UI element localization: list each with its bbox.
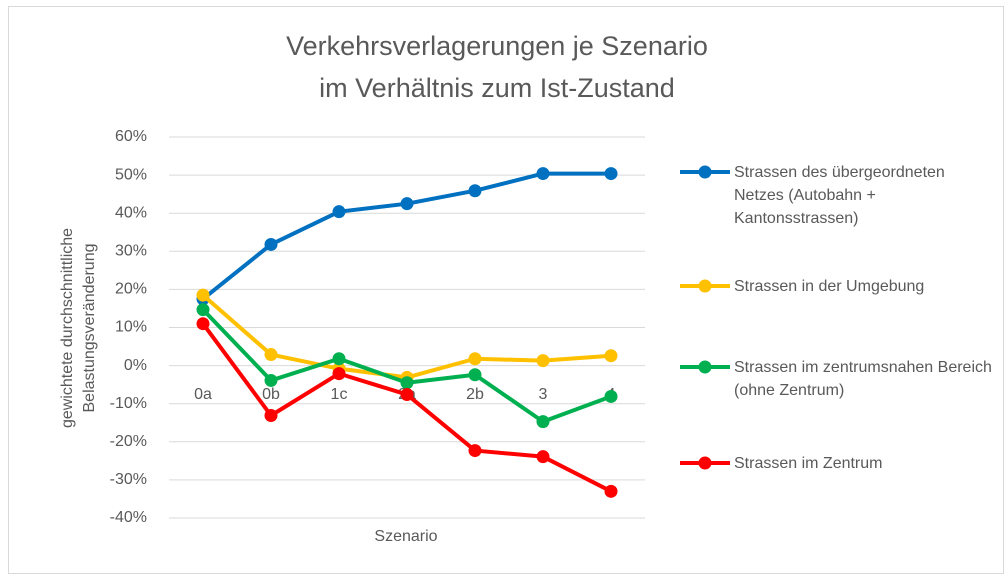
x-tick-label: 1c	[331, 386, 348, 403]
y-tick-label: 30%	[115, 243, 147, 260]
y-tick-label: 20%	[115, 281, 147, 298]
data-point	[264, 237, 278, 251]
data-point	[332, 352, 346, 366]
chart-border	[8, 6, 1004, 574]
x-tick-label: 3	[539, 386, 548, 403]
data-point	[332, 367, 346, 381]
data-point	[604, 349, 618, 363]
y-tick-label: 10%	[115, 319, 147, 336]
x-tick-label: 2b	[466, 386, 484, 403]
legend-entry: Strassen im Zentrum	[680, 452, 1000, 475]
data-point	[264, 348, 278, 362]
data-point	[604, 389, 618, 403]
x-tick-label: 0a	[194, 386, 212, 403]
data-point	[400, 388, 414, 402]
y-tick-label: -10%	[110, 395, 147, 412]
legend-entry: Strassen im zentrumsnahen Bereich (ohne …	[680, 356, 1000, 402]
legend-swatch	[680, 360, 730, 374]
data-point	[536, 354, 550, 368]
y-tick-label: -30%	[110, 471, 147, 488]
x-axis-label: Szenario	[374, 528, 437, 545]
y-tick-label: 40%	[115, 204, 147, 221]
data-point	[468, 352, 482, 366]
data-point	[400, 376, 414, 390]
chart-title: Verkehrsverlagerungen je Szenario	[286, 31, 708, 61]
y-tick-label: 0%	[124, 357, 147, 374]
data-point	[468, 444, 482, 458]
data-point	[536, 415, 550, 429]
legend-swatch	[680, 279, 730, 293]
legend-entry: Strassen in der Umgebung	[680, 275, 1000, 298]
y-axis-label: Belastungsveränderung	[81, 243, 98, 412]
legend-label: Strassen in der Umgebung	[734, 278, 925, 295]
data-point	[400, 197, 414, 211]
legend-label: Strassen im zentrumsnahen Bereich (ohne …	[734, 359, 992, 399]
legend-label: Strassen im Zentrum	[734, 455, 883, 472]
y-tick-label: -20%	[110, 433, 147, 450]
legend-entry: Strassen des übergeordneten Netzes (Auto…	[680, 161, 1000, 230]
y-axis-label: gewichtete durchschnittliche	[59, 228, 76, 428]
data-point	[196, 288, 210, 302]
legend-label: Strassen des übergeordneten Netzes (Auto…	[734, 164, 945, 227]
data-point	[264, 409, 278, 423]
data-point	[604, 484, 618, 498]
data-point	[264, 373, 278, 387]
legend-swatch	[680, 456, 730, 470]
data-point	[604, 167, 618, 181]
legend-swatch	[680, 165, 730, 179]
y-tick-label: -40%	[110, 509, 147, 526]
y-tick-label: 50%	[115, 166, 147, 183]
data-point	[536, 450, 550, 464]
chart-title: im Verhältnis zum Ist-Zustand	[319, 73, 675, 103]
x-tick-label: 0b	[262, 386, 280, 403]
data-point	[468, 368, 482, 382]
data-point	[196, 303, 210, 317]
data-point	[468, 184, 482, 198]
data-point	[196, 317, 210, 331]
y-tick-label: 60%	[115, 128, 147, 145]
data-point	[332, 205, 346, 219]
data-point	[536, 167, 550, 181]
